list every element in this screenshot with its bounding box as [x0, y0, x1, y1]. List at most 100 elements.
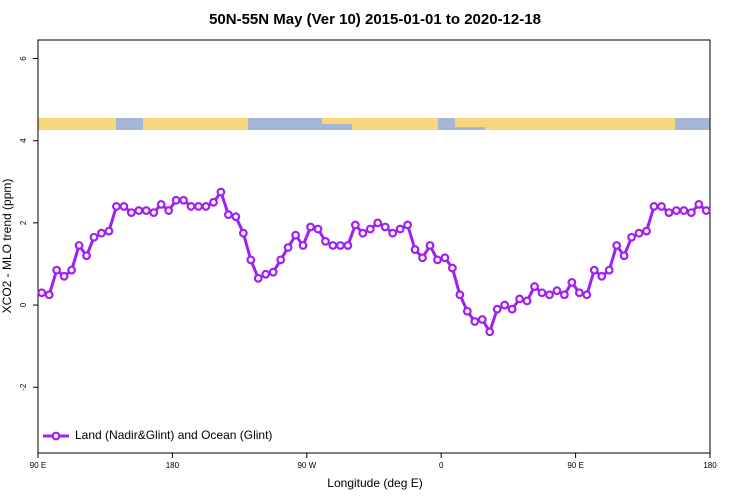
y-tick-label: 6: [19, 56, 28, 61]
data-point: [477, 315, 487, 324]
data-point: [223, 210, 233, 220]
data-point: [545, 290, 554, 300]
data-point: [89, 232, 99, 242]
data-point: [238, 228, 248, 238]
data-point: [164, 206, 174, 215]
data-point: [171, 195, 181, 205]
data-point: [425, 241, 435, 250]
data-point: [403, 220, 413, 230]
data-point: [306, 222, 315, 232]
map-strip: [38, 118, 710, 130]
data-point: [694, 199, 704, 209]
data-point: [343, 241, 353, 250]
land-band: [485, 118, 675, 130]
y-axis-label: XCO2 - MLO trend (ppm): [0, 179, 14, 314]
data-point: [365, 224, 375, 234]
data-point: [485, 327, 495, 337]
chart-title: 50N-55N May (Ver 10) 2015-01-01 to 2020-…: [209, 11, 541, 28]
data-point: [604, 265, 614, 275]
data-point: [149, 208, 159, 217]
data-point: [74, 241, 84, 250]
data-point: [492, 304, 502, 314]
plot-frame: [37, 39, 711, 454]
y-tick-label: 2: [19, 220, 28, 225]
y-tick-label: 4: [19, 138, 28, 143]
data-point: [567, 278, 577, 287]
data-point: [462, 306, 472, 316]
x-tick-label: 180: [166, 461, 180, 470]
data-point: [52, 265, 62, 275]
data-point: [321, 236, 330, 246]
data-point: [560, 290, 569, 300]
data-point: [649, 202, 659, 211]
data-point: [253, 273, 263, 283]
data-point: [313, 224, 323, 234]
data-point: [418, 253, 427, 263]
data-point: [201, 202, 211, 211]
data-point: [634, 228, 644, 238]
data-point: [82, 251, 91, 261]
data-point: [686, 208, 696, 217]
legend-marker: [51, 431, 61, 441]
data-point: [507, 304, 517, 314]
data-point: [597, 271, 607, 281]
legend-label: Land (Nadir&Glint) and Ocean (Glint): [75, 428, 272, 442]
land-band: [352, 118, 438, 130]
data-point: [44, 290, 54, 300]
data-point: [664, 208, 674, 217]
data-point: [358, 228, 368, 238]
land-band: [38, 118, 116, 130]
land-band: [143, 118, 248, 130]
data-point: [612, 241, 622, 250]
data-point: [440, 253, 450, 263]
data-point: [522, 296, 532, 306]
data-point: [657, 202, 666, 211]
data-point: [448, 263, 457, 273]
data-point: [350, 220, 360, 230]
data-point: [455, 290, 465, 300]
data-point: [388, 228, 398, 238]
data-point: [276, 255, 286, 265]
data-point: [156, 199, 166, 209]
data-point: [37, 288, 47, 298]
data-point: [67, 265, 76, 275]
y-tick-label: 0: [19, 302, 28, 307]
data-point: [119, 202, 129, 211]
x-axis-label: Longitude (deg E): [327, 476, 422, 490]
data-point: [231, 212, 241, 222]
data-point: [104, 226, 114, 236]
data-point: [268, 267, 278, 277]
data-point: [179, 195, 189, 205]
data-point: [111, 202, 121, 211]
data-point: [589, 265, 599, 275]
data-point: [194, 202, 203, 211]
data-point: [186, 202, 196, 211]
data-point: [126, 208, 136, 217]
data-point: [410, 245, 420, 254]
x-tick-label: 90 E: [30, 461, 46, 470]
data-point: [134, 206, 144, 215]
data-point: [373, 218, 383, 228]
data-point: [141, 206, 151, 215]
data-point: [216, 187, 226, 197]
data-point: [642, 226, 651, 236]
data-point: [380, 222, 390, 232]
data-point: [433, 255, 442, 265]
data-point: [291, 230, 301, 240]
data-point: [246, 255, 256, 265]
data-point: [582, 290, 592, 300]
data-point: [298, 241, 308, 250]
land-band: [322, 118, 352, 124]
data-point: [627, 232, 636, 242]
data-point: [283, 243, 293, 252]
data-point: [701, 206, 711, 215]
data-point: [470, 317, 480, 326]
data-point: [672, 206, 681, 215]
data-point: [515, 294, 524, 304]
data-point: [574, 288, 584, 298]
y-tick-label: -2: [19, 383, 28, 391]
data-point: [537, 288, 547, 298]
x-tick-label: 0: [439, 461, 444, 470]
data-point: [97, 228, 106, 238]
data-point: [619, 251, 629, 261]
